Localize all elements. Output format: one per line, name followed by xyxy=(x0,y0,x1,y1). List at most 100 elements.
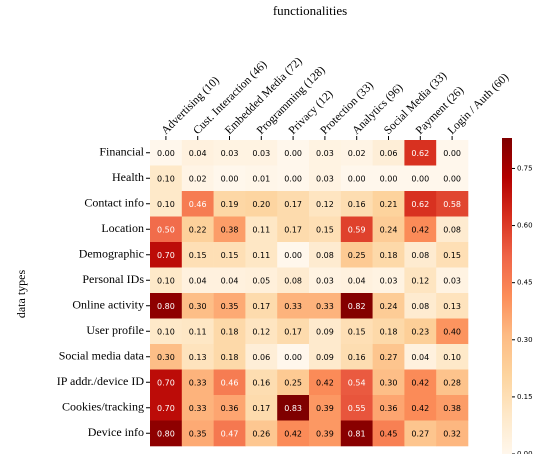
cell-value-label: 0.12 xyxy=(252,327,270,336)
cell-value-label: 0.04 xyxy=(189,149,207,158)
cell-value-label: 0.00 xyxy=(284,353,302,362)
cell-value-label: 0.83 xyxy=(284,404,302,413)
cell-value-label: 0.46 xyxy=(221,378,239,387)
cell-value-label: 0.04 xyxy=(411,353,429,362)
cell-value-label: 0.47 xyxy=(221,429,239,438)
heatmap-cell xyxy=(309,420,342,447)
cell-value-label: 0.00 xyxy=(284,174,302,183)
heatmap-cell xyxy=(372,395,405,421)
heatmap-cell xyxy=(340,140,373,166)
heatmap-cell xyxy=(277,140,310,166)
cell-value-label: 0.39 xyxy=(316,404,334,413)
heatmap-cell xyxy=(372,420,405,447)
cell-value-label: 0.28 xyxy=(443,378,461,387)
y-tick-label: Online activity xyxy=(72,298,144,312)
y-tick-label: Financial xyxy=(99,145,144,159)
heatmap-cell xyxy=(181,318,214,345)
y-tick-label: Demographic xyxy=(79,247,144,261)
cell-value-label: 0.80 xyxy=(157,302,175,311)
cell-value-label: 0.15 xyxy=(189,251,207,260)
cell-value-label: 0.23 xyxy=(411,327,429,336)
heatmap-cell xyxy=(150,191,183,217)
cell-value-label: 0.50 xyxy=(157,225,175,234)
cell-value-label: 0.39 xyxy=(316,429,334,438)
cell-value-label: 0.25 xyxy=(284,378,302,387)
cell-value-label: 0.10 xyxy=(157,327,175,336)
heatmap-cell xyxy=(245,242,278,268)
cell-value-label: 0.13 xyxy=(189,353,207,362)
y-tick-label: Social media data xyxy=(59,349,145,363)
heatmap-cell xyxy=(245,344,278,370)
heatmap-cell xyxy=(340,293,373,319)
cell-value-label: 0.08 xyxy=(284,276,302,285)
heatmap-cell xyxy=(245,293,278,319)
cell-value-label: 0.00 xyxy=(443,174,461,183)
cell-value-label: 0.35 xyxy=(189,429,207,438)
cell-value-label: 0.30 xyxy=(157,353,175,362)
colorbar-tick-label: 0.15 xyxy=(517,393,533,401)
cell-value-label: 0.27 xyxy=(380,353,398,362)
heatmap-cell xyxy=(436,216,469,243)
cell-value-label: 0.06 xyxy=(252,353,270,362)
cell-value-label: 0.30 xyxy=(380,378,398,387)
cell-value-label: 0.00 xyxy=(380,174,398,183)
cell-value-label: 0.38 xyxy=(443,404,461,413)
cell-value-label: 0.70 xyxy=(157,251,175,260)
heatmap-cell xyxy=(277,395,310,421)
cell-value-label: 0.08 xyxy=(316,251,334,260)
cell-value-label: 0.02 xyxy=(348,149,366,158)
heatmap-cell xyxy=(404,216,437,243)
heatmap-cell xyxy=(340,267,373,294)
heatmap-cell xyxy=(213,293,246,319)
cell-value-label: 0.05 xyxy=(252,276,270,285)
colorbar-tick-label: 0.75 xyxy=(517,164,533,172)
heatmap-cell xyxy=(277,267,310,294)
cell-value-label: 0.15 xyxy=(316,225,334,234)
heatmap-cell xyxy=(309,395,342,421)
heatmap-cell xyxy=(277,293,310,319)
heatmap-cell xyxy=(245,140,278,166)
cell-value-label: 0.09 xyxy=(316,327,334,336)
heatmap-cell xyxy=(404,318,437,345)
heatmap-cell xyxy=(181,267,214,294)
heatmap-cell xyxy=(309,216,342,243)
heatmap-cell xyxy=(150,344,183,370)
x-tick-label: Advertising (10) xyxy=(159,74,222,137)
cell-value-label: 0.62 xyxy=(411,200,429,209)
heatmap-cell xyxy=(404,165,437,192)
cell-value-label: 0.09 xyxy=(316,353,334,362)
heatmap-cell xyxy=(372,344,405,370)
cell-value-label: 0.03 xyxy=(252,149,270,158)
heatmap-cell xyxy=(372,216,405,243)
y-tick-label: Contact info xyxy=(84,196,144,210)
cell-value-label: 0.12 xyxy=(316,200,334,209)
cell-value-label: 0.08 xyxy=(443,225,461,234)
cell-value-label: 0.25 xyxy=(348,251,366,260)
cell-value-label: 0.42 xyxy=(411,225,429,234)
cell-value-label: 0.38 xyxy=(221,225,239,234)
heatmap-cell xyxy=(150,165,183,192)
x-tick-label: Protection (33) xyxy=(318,79,376,137)
cell-value-label: 0.59 xyxy=(348,225,366,234)
heatmap-cell xyxy=(340,395,373,421)
cell-value-label: 0.24 xyxy=(380,225,398,234)
cell-value-label: 0.15 xyxy=(348,327,366,336)
cell-value-label: 0.02 xyxy=(189,174,207,183)
heatmap-cell xyxy=(277,420,310,447)
heatmap-cell xyxy=(309,191,342,217)
heatmap-cell xyxy=(340,420,373,447)
cell-value-label: 0.10 xyxy=(157,174,175,183)
heatmap-cell xyxy=(309,293,342,319)
heatmap-cell xyxy=(372,369,405,396)
cell-value-label: 0.36 xyxy=(221,404,239,413)
heatmap-cell xyxy=(213,242,246,268)
heatmap-cell xyxy=(436,242,469,268)
cell-value-label: 0.10 xyxy=(443,353,461,362)
heatmap-cell xyxy=(404,242,437,268)
cell-value-label: 0.00 xyxy=(284,251,302,260)
cell-value-label: 0.00 xyxy=(348,174,366,183)
cell-value-label: 0.08 xyxy=(411,251,429,260)
heatmap-cell xyxy=(150,420,183,447)
heatmap-cell xyxy=(245,395,278,421)
cell-value-label: 0.11 xyxy=(252,225,270,234)
